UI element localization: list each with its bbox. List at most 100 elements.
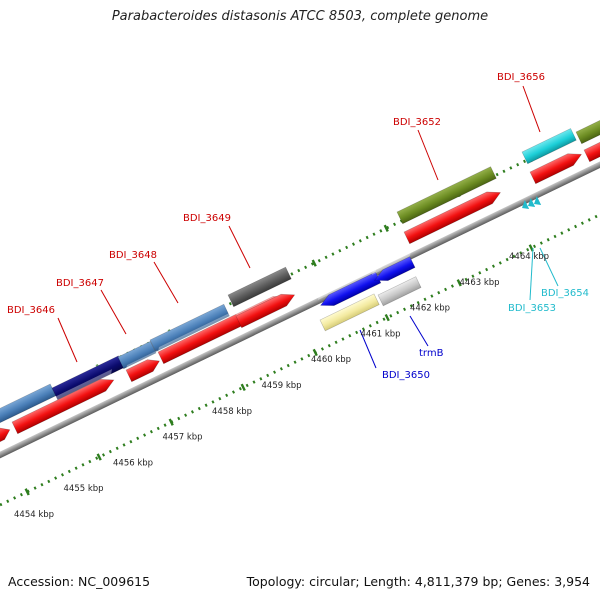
leader-line-2 — [153, 261, 179, 304]
gene-3650-feature — [318, 267, 382, 306]
leader-line-7 — [409, 315, 429, 347]
minor-tick — [560, 231, 564, 235]
gene-3646-feature-top — [0, 379, 52, 418]
minor-tick — [341, 337, 345, 341]
accession-text: Accession: NC_009615 — [8, 574, 151, 589]
minor-tick — [409, 304, 413, 308]
cds-feature-7 — [583, 127, 600, 163]
minor-tick — [279, 367, 283, 371]
scale-label-8: 4462 kbp — [410, 304, 450, 314]
cds-feature-7-top — [584, 127, 600, 150]
gene-3649-feature-top — [228, 262, 287, 295]
leader-line-8 — [539, 247, 559, 287]
gene-3648b-feature-top — [150, 299, 225, 340]
minor-tick — [345, 245, 349, 250]
gene-3650b-feature-top — [372, 251, 411, 275]
minor-tick — [0, 502, 3, 507]
cds-feature-5 — [403, 181, 502, 245]
minor-tick — [502, 169, 506, 173]
gene-label-bdi-3649: BDI_3649 — [183, 213, 231, 224]
major-tick — [384, 313, 390, 322]
minor-tick — [464, 277, 468, 282]
minor-tick — [331, 252, 335, 256]
gene-3650-feature-top — [318, 267, 377, 300]
gene-3650c-feature-top — [320, 288, 375, 320]
minor-tick — [88, 459, 92, 464]
minor-tick — [491, 264, 495, 268]
minor-tick — [238, 387, 242, 391]
minor-tick — [450, 284, 454, 288]
cds-feature-6 — [529, 143, 583, 185]
gene-label-bdi-3652: BDI_3652 — [393, 117, 441, 128]
minor-tick — [231, 390, 236, 394]
minor-tick — [471, 274, 475, 278]
minor-tick — [211, 400, 215, 404]
minor-tick — [334, 340, 338, 345]
minor-tick — [509, 166, 513, 170]
minor-tick — [307, 353, 311, 358]
gene-label-bdi-3653: BDI_3653 — [508, 303, 556, 314]
minor-tick — [379, 229, 383, 233]
minor-tick — [355, 330, 359, 335]
scale-label-0: 4454 kbp — [14, 510, 54, 520]
genome-backbone — [0, 129, 600, 467]
minor-tick — [13, 496, 17, 500]
minor-tick — [95, 456, 99, 460]
gene-3649-feature — [227, 262, 292, 308]
minor-tick — [485, 267, 489, 272]
minor-tick — [372, 232, 376, 236]
minor-tick — [54, 476, 58, 480]
minor-tick — [580, 221, 584, 225]
major-tick — [24, 488, 30, 496]
gene-3656b-feature — [575, 109, 600, 145]
trmB-feature-body — [377, 276, 422, 307]
minor-tick — [444, 287, 448, 292]
cds-feature-2 — [125, 350, 160, 383]
minor-tick — [317, 258, 321, 263]
leader-line-5 — [522, 85, 541, 133]
minor-tick — [259, 377, 263, 381]
gene-3652-feature-top — [397, 161, 492, 212]
minor-tick — [423, 297, 427, 302]
minor-tick — [587, 218, 591, 222]
minor-tick — [375, 320, 379, 325]
leader-line-9 — [529, 247, 534, 301]
cyan-arrow-0 — [522, 199, 530, 209]
minor-tick — [129, 439, 133, 444]
minor-tick — [396, 310, 400, 315]
cds-feature-1-top — [12, 369, 112, 422]
gene-3650b-feature-body — [374, 256, 416, 281]
gene-3648a-feature-body — [117, 340, 157, 370]
cds-feature-6-top — [530, 143, 580, 172]
minor-tick — [416, 300, 420, 305]
gene-label-bdi-3647: BDI_3647 — [56, 278, 104, 289]
scale-label-10: 4464 kbp — [509, 252, 549, 262]
backbone-track — [0, 129, 600, 467]
cyan-arrow-1 — [528, 197, 536, 207]
minor-tick — [156, 426, 160, 431]
gene-3656b-feature-body — [575, 114, 600, 145]
minor-tick — [393, 222, 397, 226]
scale-label-3: 4457 kbp — [163, 433, 203, 443]
minor-tick — [365, 235, 369, 240]
minor-tick — [382, 317, 386, 321]
scale-label-4: 4458 kbp — [212, 407, 252, 417]
gene-3656-feature-body — [521, 128, 577, 165]
minor-tick — [478, 271, 482, 275]
scale-labels: 4454 kbp 4455 kbp 4456 kbp 4457 kbp 4458 kbp… — [14, 252, 549, 520]
gene-3653-3654-markers — [522, 195, 542, 209]
minor-tick — [245, 383, 249, 388]
minor-tick — [149, 430, 153, 434]
trmB-feature-top — [378, 271, 417, 295]
scale-label-9: 4463 kbp — [460, 278, 500, 288]
ticks-inner-marks — [0, 214, 598, 507]
trmB-feature — [377, 271, 422, 307]
minor-tick — [163, 423, 167, 427]
minor-tick — [81, 463, 85, 467]
gene-3652-feature-body — [396, 166, 497, 225]
minor-tick — [136, 436, 140, 441]
minor-tick — [389, 314, 393, 318]
minor-tick — [533, 244, 537, 249]
cds-feature-0 — [0, 419, 11, 450]
minor-tick — [320, 347, 324, 351]
